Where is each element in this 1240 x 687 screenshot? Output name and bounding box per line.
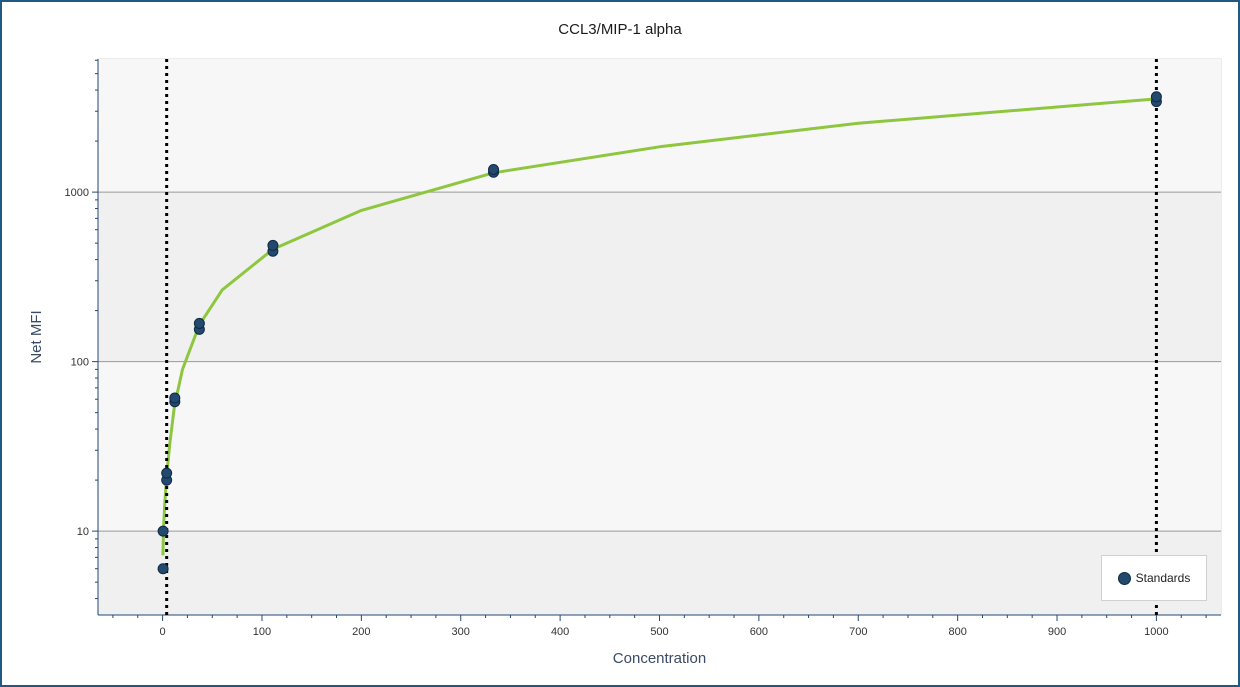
data-point [488, 163, 500, 175]
chart-title: CCL3/MIP-1 alpha [558, 21, 682, 38]
data-point [161, 467, 173, 479]
plot-band [98, 531, 1221, 615]
x-tick-label: 1000 [1144, 626, 1168, 638]
legend-label-standards: Standards [1135, 571, 1191, 585]
y-tick-label: 1000 [65, 187, 89, 199]
legend[interactable]: Standards [1101, 555, 1207, 601]
x-tick-label: 600 [750, 626, 768, 638]
x-tick-label: 100 [253, 626, 271, 638]
x-tick-label: 900 [1048, 626, 1066, 638]
x-tick-label: 400 [551, 626, 569, 638]
y-tick-label: 10 [77, 526, 89, 538]
legend-marker-standards [1117, 571, 1131, 585]
y-axis-title: Net MFI [28, 310, 45, 363]
x-tick-label: 200 [352, 626, 370, 638]
x-tick-label: 300 [452, 626, 470, 638]
y-tick-label: 100 [71, 357, 89, 369]
data-point [193, 317, 205, 329]
x-axis-title: Concentration [613, 650, 706, 667]
data-point [267, 239, 279, 251]
data-point [157, 563, 169, 575]
x-tick-label: 500 [650, 626, 668, 638]
data-point [157, 525, 169, 537]
x-tick-label: 800 [948, 626, 966, 638]
data-point [1150, 91, 1162, 103]
plot-band [98, 361, 1221, 532]
data-point [169, 392, 181, 404]
x-tick-label: 0 [160, 626, 166, 638]
x-tick-label: 700 [849, 626, 867, 638]
plot-band [98, 192, 1221, 362]
plot-band [98, 59, 1221, 193]
